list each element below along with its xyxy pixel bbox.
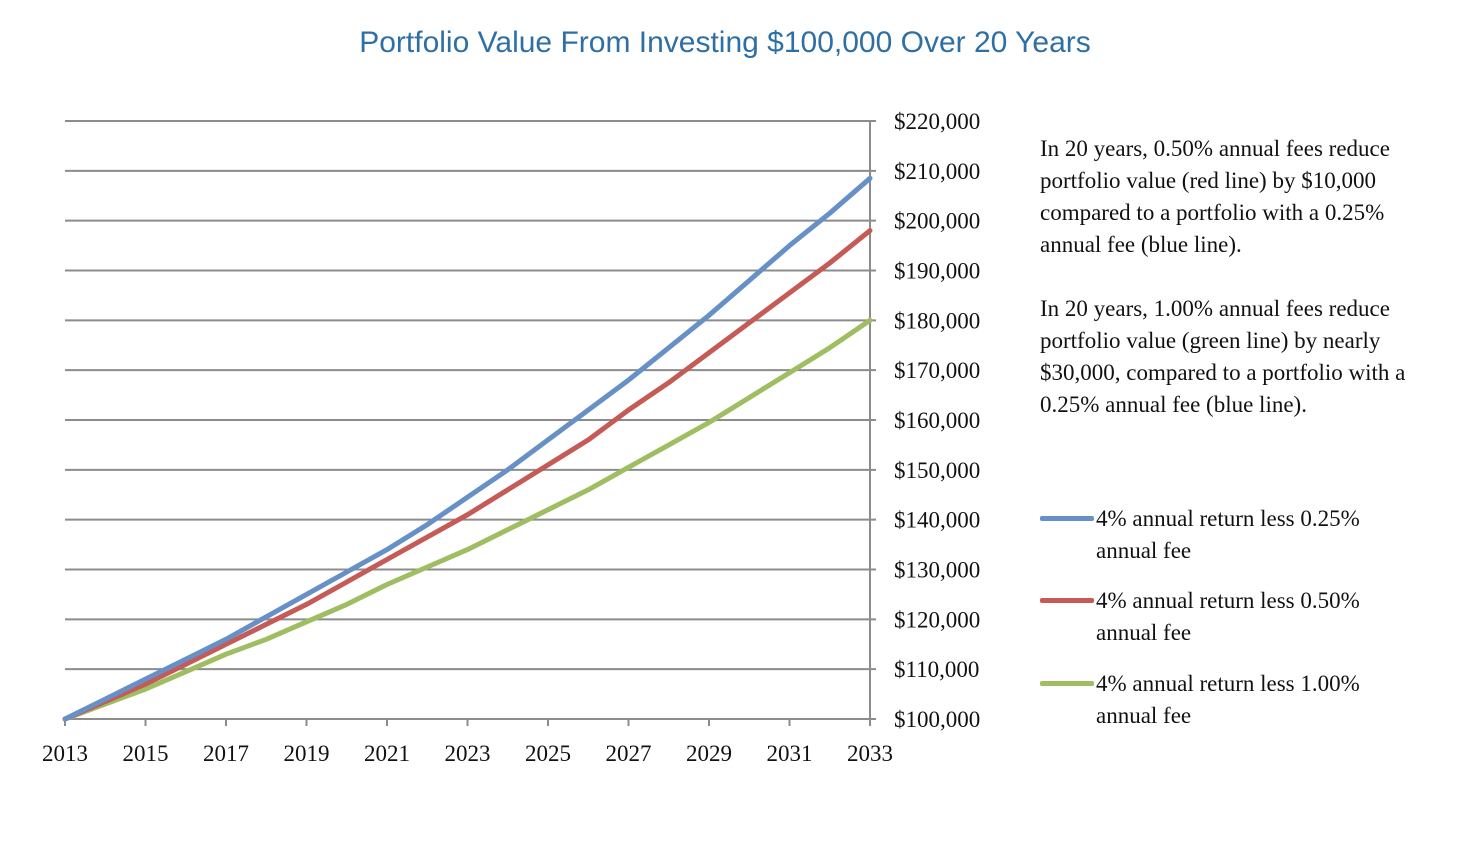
legend-label: 4% annual return less 0.25% annual fee	[1096, 506, 1360, 563]
x-tick-label: 2033	[847, 741, 893, 766]
legend-swatch-red	[1040, 598, 1094, 603]
x-tick-label: 2017	[203, 741, 249, 766]
legend-item-fee-050: 4% annual return less 0.50% annual fee	[1040, 585, 1460, 655]
legend-label: 4% annual return less 1.00% annual fee	[1096, 671, 1360, 728]
x-tick-label: 2013	[42, 741, 88, 766]
y-tick-labels: $220,000 $210,000 $200,000 $190,000 $180,000…	[894, 109, 980, 732]
annotation-fee-100: In 20 years, 1.00% annual fees reduce po…	[1040, 296, 1406, 417]
series-line-fee-025	[62, 175, 873, 722]
y-tick-label: $110,000	[894, 657, 979, 682]
x-tick-label: 2021	[364, 741, 410, 766]
x-tick-label: 2025	[525, 741, 571, 766]
legend-item-fee-100: 4% annual return less 1.00% annual fee	[1040, 668, 1460, 738]
series-line-fee-050	[62, 228, 873, 722]
gridlines	[65, 120, 876, 720]
y-tick-label: $200,000	[894, 209, 980, 234]
x-tick-label: 2027	[606, 741, 652, 766]
x-tick-label: 2029	[686, 741, 732, 766]
y-tick-label: $220,000	[894, 109, 980, 134]
y-tick-label: $150,000	[894, 458, 980, 483]
x-tick-labels: 2013 2015 2017 2019 2021 2023 2025 2027 2029 2031…	[42, 741, 893, 766]
y-tick-label: $140,000	[894, 508, 980, 533]
y-tick-label: $170,000	[894, 358, 980, 383]
x-tick-label: 2031	[767, 741, 813, 766]
y-tick-label: $160,000	[894, 408, 980, 433]
legend-label: 4% annual return less 0.50% annual fee	[1096, 588, 1360, 645]
y-tick-label: $120,000	[894, 607, 980, 632]
y-tick-label: $100,000	[894, 707, 980, 732]
y-tick-label: $190,000	[894, 259, 980, 284]
legend-swatch-blue	[1040, 516, 1094, 521]
legend-swatch-green	[1040, 681, 1094, 686]
annotation-fee-050: In 20 years, 0.50% annual fees reduce po…	[1040, 136, 1390, 257]
x-tick-label: 2015	[123, 741, 169, 766]
legend-item-fee-025: 4% annual return less 0.25% annual fee	[1040, 503, 1460, 573]
chart-title: Portfolio Value From Investing $100,000 …	[359, 26, 1091, 59]
y-tick-label: $210,000	[894, 159, 980, 184]
series-line-fee-100	[62, 317, 873, 722]
y-tick-label: $130,000	[894, 558, 980, 583]
series-lines	[62, 175, 873, 722]
axes	[64, 121, 871, 726]
y-tick-label: $180,000	[894, 308, 980, 333]
x-tick-label: 2019	[284, 741, 330, 766]
x-tick-label: 2023	[445, 741, 491, 766]
